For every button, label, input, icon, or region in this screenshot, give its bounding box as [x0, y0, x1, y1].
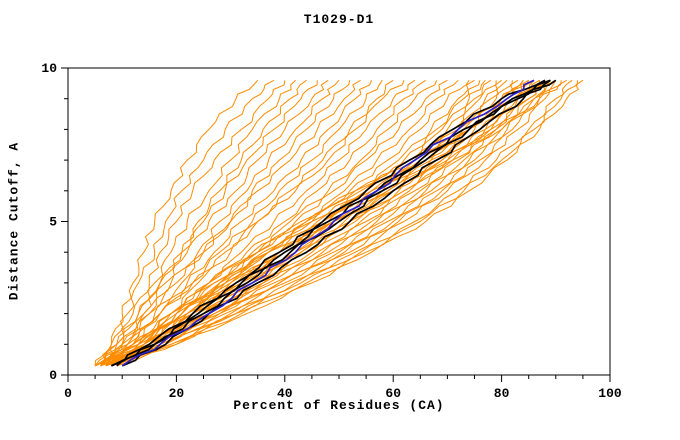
curve [111, 80, 438, 367]
curve [94, 79, 275, 366]
curve [105, 80, 286, 367]
curve [116, 80, 578, 367]
curve [111, 80, 540, 367]
y-tick-label: 0 [49, 368, 57, 383]
curve [94, 79, 361, 367]
x-tick-label: 0 [64, 386, 72, 401]
x-axis-label: Percent of Residues (CA) [233, 398, 445, 413]
y-tick-label: 10 [41, 61, 57, 76]
curve [111, 79, 475, 367]
curve [94, 80, 405, 367]
curve [100, 79, 296, 367]
curve [121, 79, 551, 367]
curve [94, 79, 448, 367]
curve [111, 79, 557, 367]
x-tick-label: 40 [277, 386, 293, 401]
x-tick-label: 100 [598, 386, 622, 401]
curve [100, 79, 259, 367]
curve [110, 79, 307, 366]
curve [111, 79, 551, 367]
curve [100, 80, 383, 367]
curve [100, 80, 513, 367]
curve [105, 79, 573, 367]
x-tick-label: 80 [494, 386, 510, 401]
curve [105, 79, 416, 367]
curve [121, 79, 535, 367]
x-tick-label: 20 [169, 386, 185, 401]
curve [100, 79, 340, 367]
chart-title: T1029-D1 [303, 12, 375, 27]
curve [111, 80, 351, 367]
curve [94, 80, 318, 367]
x-tick-label: 60 [385, 386, 401, 401]
curve [100, 80, 470, 367]
curve [111, 80, 562, 367]
curve [111, 79, 546, 367]
y-axis-label: Distance Cutoff, A [6, 141, 22, 301]
curve [105, 80, 557, 367]
y-tick-label: 5 [49, 215, 57, 230]
curve [111, 79, 584, 367]
curve [116, 79, 551, 367]
curve [100, 79, 426, 367]
